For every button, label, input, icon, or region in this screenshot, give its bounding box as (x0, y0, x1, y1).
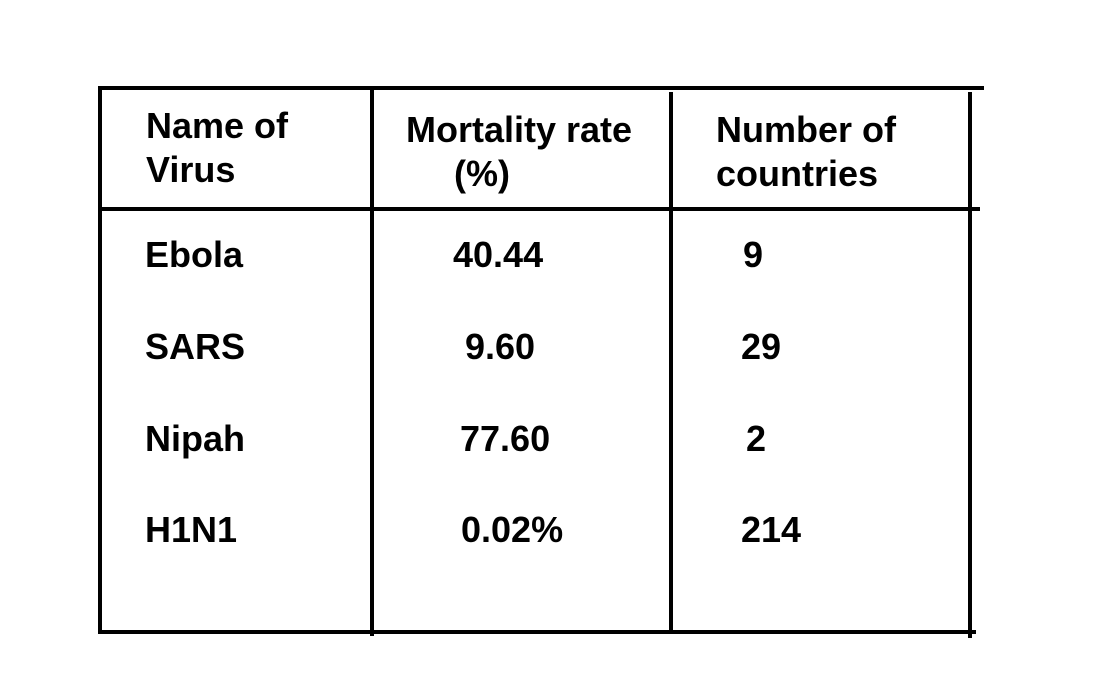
cell-country-count: 29 (741, 326, 782, 367)
cell-virus-name: SARS (145, 326, 246, 367)
column-divider-1 (370, 90, 374, 636)
column-divider-2 (669, 92, 673, 634)
table-left-border (98, 86, 102, 634)
cell-mortality-rate: 40.44 (453, 234, 544, 275)
header-number-of-countries: Number of countries (716, 108, 896, 196)
header-divider (100, 207, 980, 211)
cell-mortality-rate: 0.02% (461, 509, 564, 550)
cell-virus-name: Nipah (145, 418, 246, 459)
table-top-border (98, 86, 984, 90)
table-right-border (968, 92, 972, 638)
header-mortality-rate: Mortality rate (%) (406, 108, 632, 196)
cell-mortality-rate: 77.60 (460, 418, 551, 459)
header-virus-name-line1: Name of (146, 105, 289, 146)
header-number-of-countries-line1: Number of (716, 109, 896, 150)
cell-country-count: 2 (746, 418, 767, 459)
cell-virus-name: Ebola (145, 234, 244, 275)
cell-virus-name: H1N1 (145, 509, 238, 550)
cell-mortality-rate: 9.60 (465, 326, 536, 367)
header-number-of-countries-line2: countries (716, 153, 879, 194)
table-bottom-border (100, 630, 976, 634)
header-mortality-rate-line1: Mortality rate (406, 109, 633, 150)
header-mortality-rate-line2: (%) (454, 153, 510, 194)
header-virus-name-line2: Virus (146, 149, 236, 190)
cell-country-count: 214 (741, 509, 802, 550)
cell-country-count: 9 (743, 234, 764, 275)
header-virus-name: Name of Virus (146, 104, 288, 192)
